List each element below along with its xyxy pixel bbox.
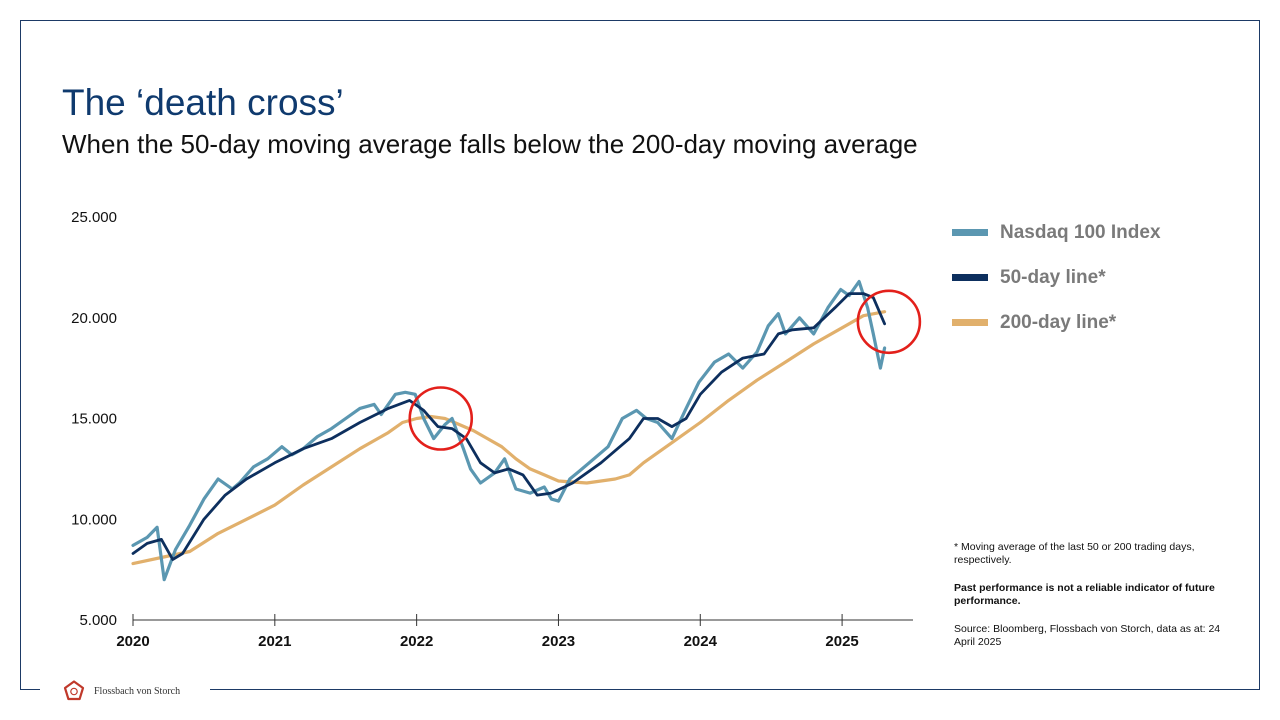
chart-title: The ‘death cross’ [62, 82, 344, 123]
y-tick-label-4: 25.000 [71, 209, 117, 226]
chart-notes: * Moving average of the last 50 or 200 t… [954, 541, 1234, 664]
chart-subtitle: When the 50-day moving average falls bel… [62, 129, 918, 159]
series-layer [131, 279, 887, 582]
annotation-layer [408, 289, 922, 451]
legend-label-50-day: 50-day line* [1000, 266, 1106, 288]
legend-item-200-day: 200-day line* [952, 300, 1161, 345]
series-nasdaq-100-line [131, 279, 887, 582]
legend-label-200-day: 200-day line* [1000, 311, 1117, 333]
brand-logo: Flossbach von Storch [62, 679, 180, 703]
series-50-day-line [131, 292, 886, 561]
legend-item-50-day: 50-day line* [952, 255, 1161, 300]
legend-swatch-200-day [952, 319, 988, 326]
legend-item-nasdaq: Nasdaq 100 Index [952, 210, 1161, 255]
x-tick-label-0: 2020 [116, 633, 149, 650]
x-tick-label-5: 2025 [825, 633, 858, 650]
slide-frame [20, 20, 1260, 690]
legend-swatch-nasdaq [952, 229, 988, 236]
x-tick-label-3: 2023 [542, 633, 575, 650]
disclaimer: Past performance is not a reliable indic… [954, 582, 1215, 607]
flossbach-logo-icon [63, 680, 85, 701]
x-tick-label-2: 2022 [400, 633, 433, 650]
y-tick-label-3: 20.000 [71, 310, 117, 327]
legend-label-nasdaq: Nasdaq 100 Index [1000, 221, 1161, 243]
x-tick-label-1: 2021 [258, 633, 291, 650]
y-axis-ticks: 5.000 10.000 15.000 20.000 25.000 [71, 209, 117, 629]
chart-legend: Nasdaq 100 Index 50-day line* 200-day li… [952, 210, 1161, 345]
brand-name: Flossbach von Storch [94, 685, 181, 697]
death-cross-circle-1 [856, 289, 922, 355]
y-tick-label-2: 15.000 [71, 411, 117, 428]
series-200-day-line [131, 310, 887, 566]
source-note: Source: Bloomberg, Flossbach von Storch,… [954, 623, 1221, 648]
footnote: * Moving average of the last 50 or 200 t… [954, 541, 1195, 566]
legend-swatch-50-day [952, 274, 988, 281]
x-axis: 2020 2021 2022 2023 2024 2025 [116, 614, 913, 650]
x-tick-label-4: 2024 [684, 633, 718, 650]
y-tick-label-1: 10.000 [71, 511, 117, 528]
y-tick-label-0: 5.000 [79, 612, 117, 629]
death-cross-circle-0 [408, 386, 474, 451]
